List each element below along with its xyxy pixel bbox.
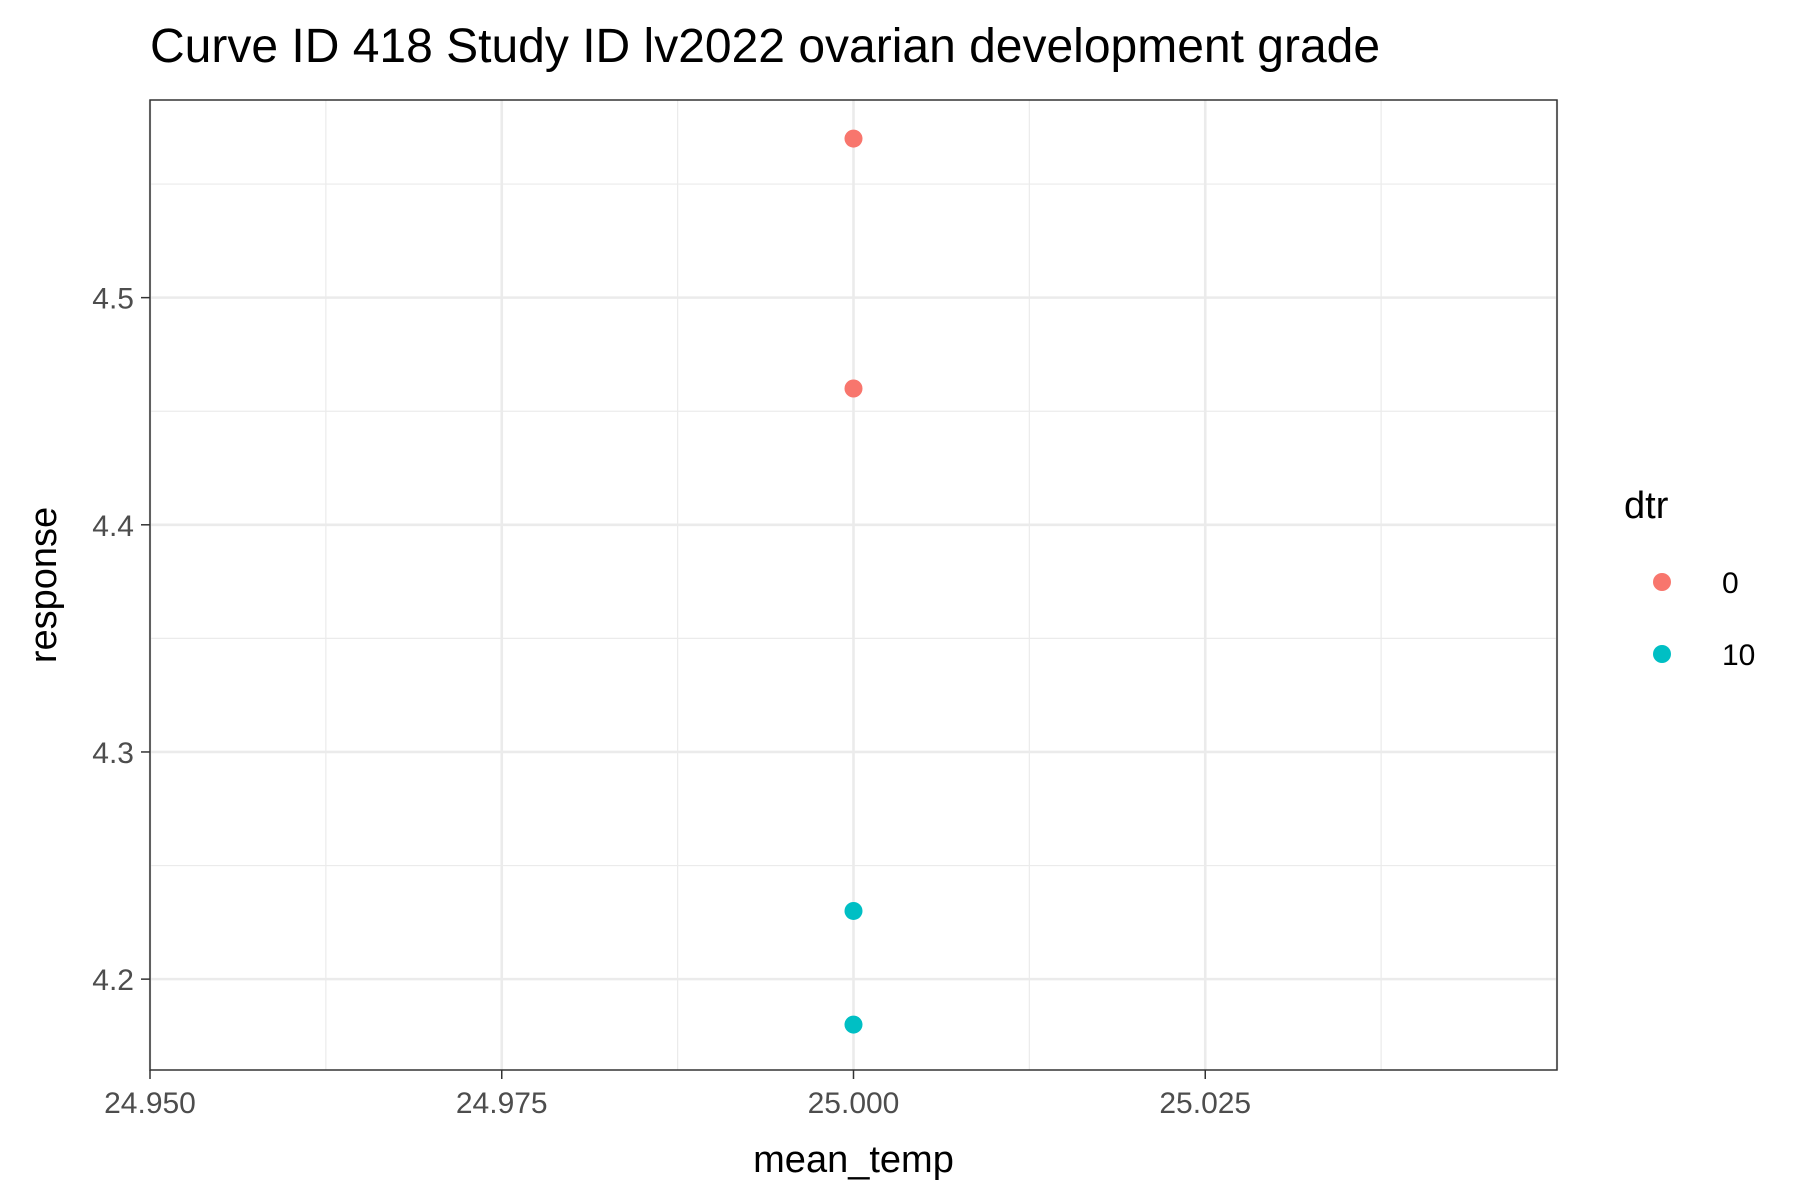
data-points xyxy=(844,129,863,1034)
x-tick-label: 25.025 xyxy=(1159,1087,1251,1120)
legend-marker xyxy=(1653,573,1671,591)
legend-entries: 0 10 xyxy=(1653,567,1755,672)
y-axis-title: response xyxy=(23,507,65,663)
x-tick-label: 24.975 xyxy=(456,1087,548,1120)
data-point xyxy=(844,379,863,398)
legend-label: 0 xyxy=(1722,567,1739,600)
x-axis-title: mean_temp xyxy=(753,1139,954,1181)
x-axis: 24.950 24.975 25.000 25.025 xyxy=(104,1070,1251,1120)
y-tick-label: 4.2 xyxy=(92,964,134,997)
chart-title: Curve ID 418 Study ID lv2022 ovarian dev… xyxy=(150,20,1380,73)
legend: dtr 0 10 xyxy=(1624,485,1755,672)
y-axis: 4.2 4.3 4.4 4.5 xyxy=(92,283,150,997)
legend-title: dtr xyxy=(1624,485,1669,527)
data-point xyxy=(844,901,863,920)
legend-marker xyxy=(1653,645,1671,663)
data-point xyxy=(844,1015,863,1034)
data-point xyxy=(844,129,863,148)
legend-label: 10 xyxy=(1722,639,1755,672)
x-tick-label: 24.950 xyxy=(104,1087,196,1120)
y-tick-label: 4.4 xyxy=(92,510,134,543)
x-tick-label: 25.000 xyxy=(808,1087,900,1120)
y-tick-label: 4.3 xyxy=(92,737,134,770)
y-tick-label: 4.5 xyxy=(92,283,134,316)
